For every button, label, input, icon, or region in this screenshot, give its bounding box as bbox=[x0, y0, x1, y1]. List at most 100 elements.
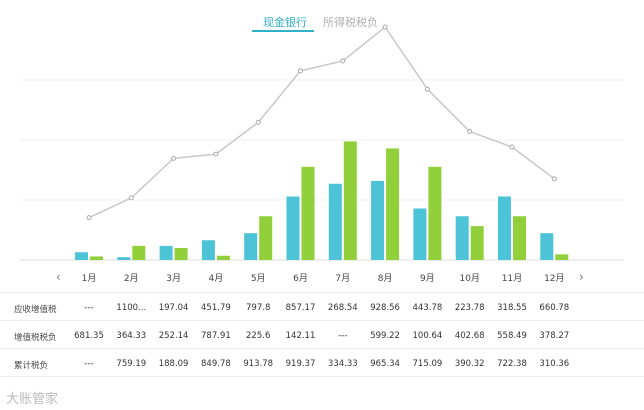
table-cell: 715.09 bbox=[412, 359, 443, 369]
table-cell: 451.79 bbox=[201, 303, 231, 313]
row-divider bbox=[0, 348, 644, 349]
table-cell: 558.49 bbox=[497, 331, 527, 341]
table-cell: 142.11 bbox=[285, 331, 316, 341]
table-cell: 252.14 bbox=[158, 331, 189, 341]
row-label: 增值税税负 bbox=[14, 333, 57, 343]
bar-series-1[interactable] bbox=[117, 257, 131, 260]
table-cell: --- bbox=[84, 303, 94, 313]
bar-series-2[interactable] bbox=[428, 166, 442, 260]
bar-series-1[interactable] bbox=[75, 252, 88, 260]
table-cell: 919.37 bbox=[285, 359, 316, 369]
row-divider bbox=[0, 376, 644, 377]
prev-month-button[interactable]: ‹ bbox=[56, 270, 61, 284]
table-cell: 759.19 bbox=[116, 359, 147, 369]
table-cell: 390.32 bbox=[454, 359, 485, 369]
tax-chart: 1月 2月 3月 4月 5月 6月 7月 8月 9月 10月 11月 12月 bbox=[20, 24, 624, 284]
x-tick-label[interactable]: 5月 bbox=[251, 273, 266, 284]
table-cell: --- bbox=[84, 359, 94, 369]
bar-series-1[interactable] bbox=[244, 233, 258, 260]
table-cell: 857.17 bbox=[285, 303, 316, 313]
table-cell: 1100... bbox=[116, 303, 147, 313]
bar-series-1[interactable] bbox=[498, 196, 511, 260]
table-cell: 188.09 bbox=[158, 359, 189, 369]
bar-series-2[interactable] bbox=[555, 254, 569, 260]
line-point[interactable] bbox=[86, 215, 92, 221]
watermark-logo: 大账管家 bbox=[6, 392, 59, 407]
table-cell: 965.34 bbox=[370, 359, 400, 369]
table-cell: 225.6 bbox=[246, 331, 271, 341]
bar-series-2[interactable] bbox=[132, 245, 146, 260]
bar-series-1[interactable] bbox=[371, 180, 385, 260]
bar-series-1[interactable] bbox=[201, 240, 215, 260]
table-cell: 787.91 bbox=[201, 331, 231, 341]
bar-series-2[interactable] bbox=[301, 166, 315, 260]
line-point[interactable] bbox=[171, 155, 177, 161]
table-cell: 913.78 bbox=[243, 359, 274, 369]
line-point[interactable] bbox=[382, 24, 388, 30]
line-series bbox=[88, 25, 555, 219]
x-tick-label[interactable]: 11月 bbox=[502, 273, 522, 284]
table-cell: 310.36 bbox=[539, 359, 570, 369]
bar-series-2[interactable] bbox=[386, 148, 400, 260]
x-tick-label[interactable]: 12月 bbox=[544, 273, 564, 284]
row-label: 应收增值税 bbox=[14, 305, 57, 315]
x-tick-label[interactable]: 3月 bbox=[166, 273, 181, 284]
line-point[interactable] bbox=[340, 58, 346, 64]
x-tick-label[interactable]: 9月 bbox=[420, 273, 435, 284]
table-cell: 681.35 bbox=[74, 331, 104, 341]
x-tick-label[interactable]: 8月 bbox=[378, 273, 393, 284]
table-cell: 722.38 bbox=[497, 359, 527, 369]
row-label: 累计税负 bbox=[14, 361, 49, 371]
bar-series-2[interactable] bbox=[259, 216, 273, 260]
bar-series-1[interactable] bbox=[540, 233, 554, 260]
bar-series-2[interactable] bbox=[90, 256, 103, 260]
table-cell: --- bbox=[338, 331, 348, 341]
active-tab-indicator bbox=[252, 30, 314, 32]
table-cell: 599.22 bbox=[370, 331, 400, 341]
table-cell: 402.68 bbox=[454, 331, 485, 341]
line-point[interactable] bbox=[551, 176, 557, 182]
x-tick-label[interactable]: 6月 bbox=[293, 273, 308, 284]
tab-cash-bank[interactable]: 现金银行 bbox=[263, 16, 307, 29]
line-point[interactable] bbox=[298, 68, 303, 74]
x-tick-label[interactable]: 10月 bbox=[459, 273, 479, 284]
x-tick-label[interactable]: 7月 bbox=[335, 273, 350, 284]
bar-series-2[interactable] bbox=[174, 248, 188, 260]
x-tick-label[interactable]: 4月 bbox=[209, 273, 224, 284]
tab-bar: 现金银行 所得税税负 bbox=[0, 0, 644, 34]
table-cell: 223.78 bbox=[454, 303, 485, 313]
table-cell: 197.04 bbox=[158, 303, 189, 313]
line-point[interactable] bbox=[213, 151, 219, 157]
table-cell: 364.33 bbox=[116, 331, 147, 341]
row-divider bbox=[0, 292, 644, 293]
bar-series-2[interactable] bbox=[216, 255, 230, 260]
x-tick-label[interactable]: 2月 bbox=[124, 273, 139, 284]
bar-series-1[interactable] bbox=[455, 216, 469, 260]
next-month-button[interactable]: › bbox=[579, 270, 584, 284]
table-cell: 660.78 bbox=[539, 303, 570, 313]
x-tick-label[interactable]: 1月 bbox=[82, 273, 97, 284]
line-point[interactable] bbox=[128, 195, 134, 201]
line-point[interactable] bbox=[424, 86, 430, 92]
bar-series-2[interactable] bbox=[343, 141, 357, 260]
table-cell: 268.54 bbox=[327, 303, 358, 313]
line-point[interactable] bbox=[467, 129, 473, 135]
table-cell: 849.78 bbox=[201, 359, 231, 369]
bar-series-2[interactable] bbox=[470, 226, 484, 260]
bar-series-1[interactable] bbox=[159, 245, 173, 260]
bar-series-1[interactable] bbox=[413, 208, 427, 260]
bar-series-2[interactable] bbox=[513, 216, 526, 260]
table-cell: 443.78 bbox=[412, 303, 443, 313]
table-cell: 334.33 bbox=[327, 359, 358, 369]
table-cell: 378.27 bbox=[539, 331, 570, 341]
line-point[interactable] bbox=[255, 119, 261, 125]
table-cell: 318.55 bbox=[497, 303, 527, 313]
table-cell: 797.8 bbox=[246, 303, 271, 313]
line-point[interactable] bbox=[509, 144, 515, 150]
row-divider bbox=[0, 320, 644, 321]
table-cell: 928.56 bbox=[370, 303, 400, 313]
table-cell: 100.64 bbox=[412, 331, 443, 341]
bar-series-1[interactable] bbox=[328, 183, 342, 260]
tab-income-tax[interactable]: 所得税税负 bbox=[323, 16, 378, 29]
bar-series-1[interactable] bbox=[286, 196, 300, 260]
